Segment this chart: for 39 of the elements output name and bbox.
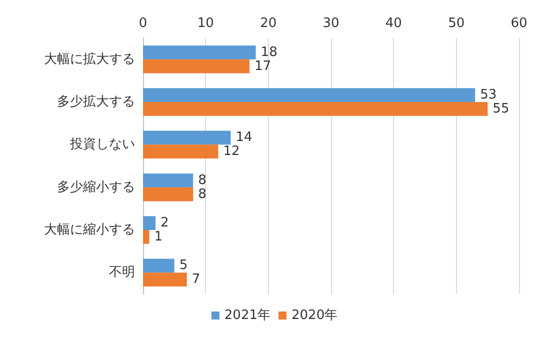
data-label: 55 bbox=[492, 101, 510, 116]
bar bbox=[143, 45, 256, 60]
y-tick-label: 不明 bbox=[109, 265, 135, 280]
y-tick-label: 多少縮小する bbox=[57, 180, 135, 195]
x-tick-label: 60 bbox=[510, 16, 528, 31]
data-label: 7 bbox=[192, 272, 200, 288]
data-label: 12 bbox=[223, 144, 240, 160]
y-tick-label: 大幅に縮小する bbox=[44, 222, 135, 238]
data-label: 2 bbox=[160, 216, 169, 231]
x-tick-label: 0 bbox=[138, 16, 148, 31]
bar bbox=[143, 88, 476, 102]
bar bbox=[143, 272, 187, 287]
bar bbox=[143, 230, 150, 244]
y-tick-label: 多少拡大する bbox=[57, 94, 135, 110]
x-tick-label: 30 bbox=[322, 16, 340, 31]
bar bbox=[143, 258, 174, 273]
data-label: 17 bbox=[254, 58, 272, 74]
bar bbox=[143, 59, 250, 74]
bar bbox=[143, 187, 194, 202]
data-label: 5 bbox=[179, 258, 188, 274]
bar bbox=[143, 173, 194, 188]
data-label: 8 bbox=[198, 186, 206, 202]
bar bbox=[143, 144, 218, 159]
legend-label: 2021年 bbox=[224, 308, 271, 323]
x-tick-label: 20 bbox=[260, 16, 277, 31]
data-label: 18 bbox=[260, 44, 278, 60]
x-tick-label: 40 bbox=[385, 16, 402, 31]
bar bbox=[143, 130, 231, 145]
data-label: 53 bbox=[480, 88, 497, 103]
data-label: 14 bbox=[236, 130, 252, 146]
bar bbox=[143, 102, 488, 116]
data-label: 8 bbox=[198, 172, 206, 188]
bar bbox=[143, 216, 156, 230]
y-tick-label: 大幅に拡大する bbox=[44, 52, 135, 67]
legend-label: 2020年 bbox=[292, 308, 338, 323]
y-tick-label: 投資しない bbox=[69, 137, 135, 152]
x-tick-label: 50 bbox=[448, 16, 465, 31]
data-label: 1 bbox=[154, 229, 163, 244]
x-tick-label: 10 bbox=[197, 16, 214, 31]
